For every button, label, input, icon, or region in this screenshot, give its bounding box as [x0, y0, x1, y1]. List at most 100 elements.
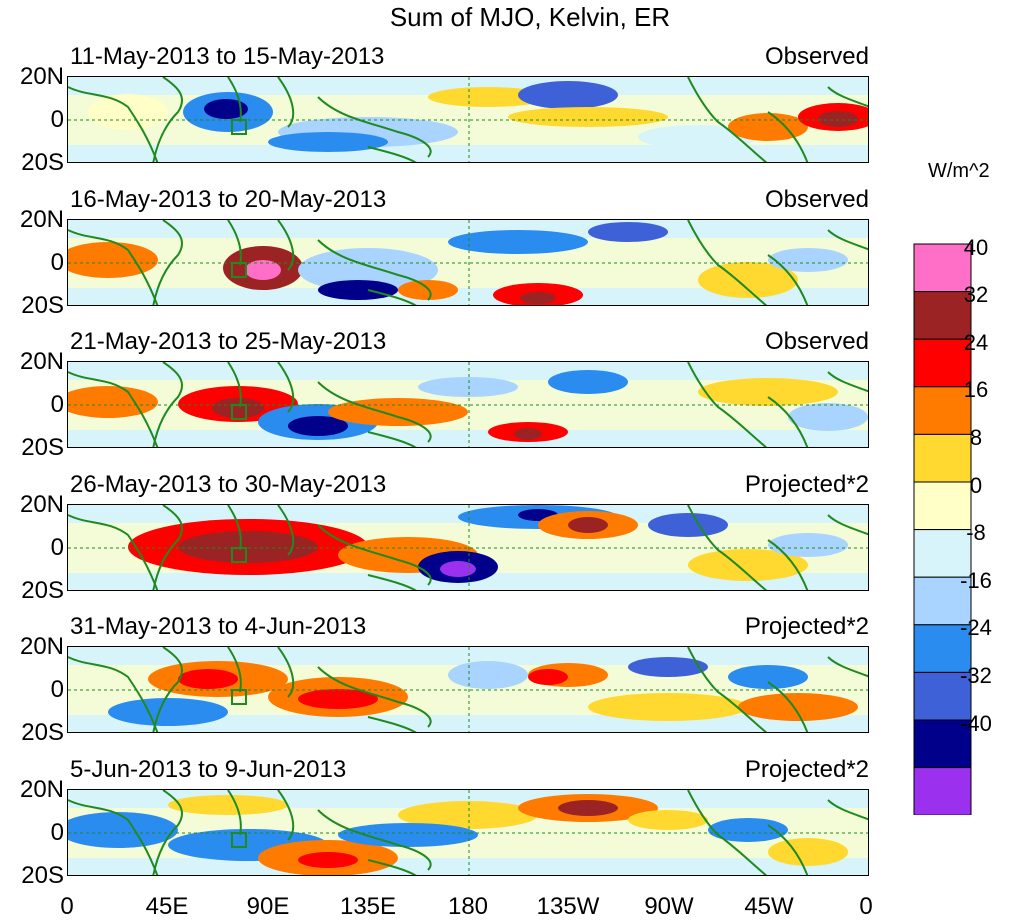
anomaly-contour	[508, 107, 668, 127]
anomaly-contour	[448, 661, 528, 689]
coastline	[367, 574, 417, 590]
colorbar-tick-label: -16	[960, 567, 992, 593]
colorbar-tick-label: 8	[969, 425, 983, 450]
coastline	[827, 799, 868, 821]
lat-label-20n: 20N	[19, 348, 64, 375]
coastline	[767, 396, 809, 447]
anomaly-field	[68, 77, 868, 162]
anomaly-contour	[698, 378, 838, 406]
coastline	[827, 86, 868, 108]
colorbar-tick-label: 40	[963, 234, 989, 260]
reference-box	[231, 262, 247, 278]
anomaly-contour	[520, 292, 556, 304]
colorbar-tick-label: -32	[960, 663, 992, 688]
anomaly-map-panel	[67, 504, 869, 591]
lat-label-0: 0	[50, 676, 64, 703]
anomaly-contour	[68, 386, 158, 418]
anomaly-contour	[514, 428, 542, 440]
anomaly-contour	[698, 262, 798, 298]
anomaly-contour	[768, 533, 848, 557]
anomaly-contour	[628, 657, 708, 677]
lat-label-20n: 20N	[19, 491, 64, 518]
anomaly-contour	[568, 517, 608, 533]
coastline	[687, 505, 768, 590]
lat-label-20s: 20S	[21, 434, 64, 461]
colorbar-swatch	[913, 291, 972, 340]
anomaly-contour	[168, 795, 288, 815]
colorbar-tick-label: 32	[963, 282, 989, 308]
anomaly-field	[68, 647, 868, 732]
coastline	[68, 656, 159, 732]
anomaly-contour	[648, 513, 728, 537]
anomaly-contour	[738, 693, 858, 721]
coastline	[317, 524, 432, 586]
anomaly-contour	[108, 698, 228, 726]
coastline	[68, 371, 159, 447]
lat-label-20n: 20N	[19, 776, 64, 803]
coastline	[367, 859, 417, 875]
colorbar-swatch	[913, 529, 972, 578]
coastline	[227, 77, 242, 123]
anomaly-map-panel	[67, 361, 869, 448]
anomaly-contour	[298, 689, 378, 709]
figure-title: Sum of MJO, Kelvin, ER	[389, 2, 671, 32]
reference-box	[231, 547, 247, 563]
reference-box	[231, 404, 247, 420]
coastline	[68, 799, 159, 875]
coastline	[152, 220, 183, 305]
coastline	[767, 111, 809, 162]
lon-label-135w: 135W	[536, 893, 600, 920]
colorbar-swatch	[913, 481, 972, 531]
anomaly-contour	[338, 823, 478, 847]
anomaly-contour	[212, 398, 264, 418]
panel-source-tag: Observed	[764, 186, 869, 213]
lat-label-20n: 20N	[19, 633, 64, 660]
anomaly-contour	[638, 125, 758, 149]
coastline	[68, 229, 159, 305]
coastline	[367, 716, 417, 732]
lon-label-0-end: 0	[859, 893, 873, 920]
colorbar-swatch	[913, 671, 972, 721]
anomaly-contour	[728, 113, 808, 141]
anomaly-contour	[418, 377, 518, 397]
anomaly-contour	[588, 222, 668, 242]
anomaly-contour	[440, 561, 476, 577]
anomaly-contour	[688, 549, 808, 581]
lat-label-0: 0	[50, 249, 64, 276]
colorbar-swatch	[913, 338, 972, 388]
coastline	[277, 790, 295, 841]
reference-box	[231, 689, 247, 705]
anomaly-contour	[518, 81, 618, 109]
coastline	[767, 539, 809, 590]
anomaly-contour	[788, 403, 868, 431]
lon-label-90w: 90W	[644, 893, 694, 920]
coastline	[227, 220, 242, 266]
anomaly-contour	[628, 810, 708, 830]
coastline	[827, 514, 868, 536]
anomaly-contour	[88, 94, 168, 130]
anomaly-contour	[318, 280, 398, 300]
colorbar-swatch	[913, 243, 972, 293]
lat-label-20s: 20S	[21, 862, 64, 889]
anomaly-contour	[68, 812, 178, 848]
anomaly-contour	[178, 669, 238, 689]
lon-label-90e: 90E	[246, 893, 290, 920]
coastline	[687, 790, 768, 875]
coastline	[767, 254, 809, 305]
panel-date-range: 5-Jun-2013 to 9-Jun-2013	[70, 756, 347, 783]
coastline	[277, 220, 295, 271]
colorbar-units: W/m^2	[928, 160, 990, 182]
anomaly-map-panel	[67, 76, 869, 163]
anomaly-contour	[448, 230, 588, 254]
anomaly-contour	[298, 248, 438, 292]
coastline	[152, 505, 183, 590]
lat-label-0: 0	[50, 106, 64, 133]
anomaly-contour	[298, 852, 358, 868]
anomaly-contour	[728, 665, 808, 689]
coastline	[227, 505, 242, 551]
panel-source-tag: Observed	[764, 43, 869, 70]
colorbar-tick-label: -40	[960, 710, 992, 736]
lat-label-20n: 20N	[19, 206, 64, 233]
coastline	[367, 146, 417, 162]
coastline	[767, 824, 809, 875]
